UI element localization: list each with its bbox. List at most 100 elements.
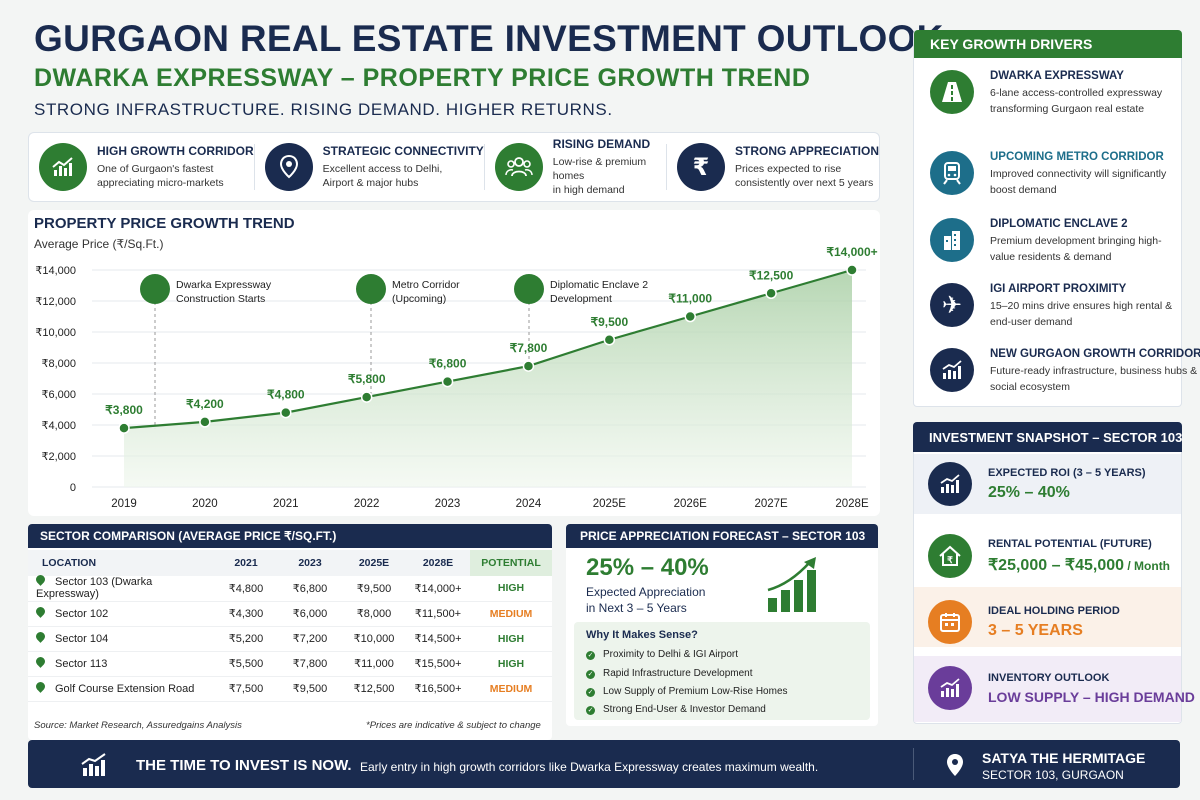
column-header: 2023 bbox=[278, 550, 342, 576]
driver-title: DWARKA EXPRESSWAY bbox=[990, 70, 1124, 82]
feature-rising-demand: RISING DEMAND Low-rise & premium homes i… bbox=[485, 137, 666, 197]
driver-title: UPCOMING METRO CORRIDOR bbox=[990, 151, 1164, 163]
data-label: ₹4,800 bbox=[267, 388, 305, 402]
location-name: Golf Course Extension Road bbox=[55, 682, 195, 695]
annotation-label: (Upcoming) bbox=[392, 293, 446, 305]
page-subtitle: DWARKA EXPRESSWAY – PROPERTY PRICE GROWT… bbox=[34, 64, 811, 92]
driver-desc: Future-ready infrastructure, business hu… bbox=[990, 365, 1198, 393]
column-header: POTENTIAL bbox=[470, 550, 552, 576]
price-cell: ₹8,000 bbox=[342, 601, 406, 627]
why-item: ✓ Low Supply of Premium Low-Rise Homes bbox=[586, 686, 788, 697]
annotation-label: Diplomatic Enclave 2 bbox=[550, 279, 648, 291]
y-tick-label: ₹14,000 bbox=[35, 265, 76, 277]
people-icon bbox=[494, 143, 543, 191]
data-point bbox=[522, 360, 535, 372]
driver-metro-corridor: UPCOMING METRO CORRIDOR Improved connect… bbox=[930, 151, 1180, 198]
price-cell: ₹14,000+ bbox=[406, 576, 470, 602]
metro-icon bbox=[930, 151, 974, 195]
tagline: STRONG INFRASTRUCTURE. RISING DEMAND. HI… bbox=[34, 100, 613, 119]
why-item: ✓ Rapid Infrastructure Development bbox=[586, 668, 753, 679]
snapshot-roi: EXPECTED ROI (3 – 5 YEARS) 25% – 40% bbox=[928, 462, 1146, 506]
data-point bbox=[280, 406, 292, 419]
building-icon bbox=[930, 218, 974, 262]
feature-strip: HIGH GROWTH CORRIDOR One of Gurgaon's fa… bbox=[28, 132, 880, 202]
annotation-label: Dwarka Expressway bbox=[176, 279, 272, 291]
price-cell: ₹12,500 bbox=[342, 676, 406, 702]
growth-chart-icon bbox=[39, 143, 87, 191]
data-point bbox=[684, 310, 696, 323]
footer-banner bbox=[28, 740, 1180, 788]
divider bbox=[665, 144, 667, 190]
snapshot-value-suffix: / Month bbox=[1124, 558, 1171, 573]
data-point bbox=[441, 375, 454, 388]
snapshot-label: INVENTORY OUTLOOK bbox=[988, 671, 1110, 684]
location-pin-icon bbox=[34, 604, 47, 618]
growth-chart-icon bbox=[928, 666, 972, 710]
y-tick-label: ₹8,000 bbox=[41, 358, 76, 370]
annotation-label: Construction Starts bbox=[176, 293, 265, 305]
y-tick-label: ₹4,000 bbox=[41, 420, 76, 432]
column-header: 2021 bbox=[214, 550, 278, 576]
location-cell: Sector 104 bbox=[28, 626, 214, 652]
data-label: ₹6,800 bbox=[429, 357, 467, 371]
source-note: Source: Market Research, Assuredgains An… bbox=[34, 720, 242, 731]
potential-cell: HIGH bbox=[470, 576, 552, 602]
location-pin-icon bbox=[947, 754, 963, 776]
x-tick-label: 2020 bbox=[192, 498, 218, 510]
data-label: ₹7,800 bbox=[510, 341, 548, 355]
driver-title: NEW GURGAON GROWTH CORRIDOR bbox=[990, 348, 1200, 360]
data-label: ₹12,500 bbox=[749, 268, 794, 282]
driver-desc: 6-lane access-controlled expressway tran… bbox=[990, 87, 1163, 115]
growth-chart-icon bbox=[928, 462, 972, 506]
feature-title: RISING DEMAND bbox=[552, 137, 651, 151]
table-row: Sector 104 ₹5,200 ₹7,200 ₹10,000 ₹14,500+ HIG… bbox=[28, 626, 552, 652]
snapshot-value: 25% – 40% bbox=[988, 483, 1070, 501]
footer-text: Early entry in high growth corridors lik… bbox=[360, 760, 819, 774]
location-name: Sector 103 (Dwarka Expressway) bbox=[36, 576, 153, 601]
svg-text:₹: ₹ bbox=[947, 555, 953, 565]
why-item-text: Proximity to Delhi & IGI Airport bbox=[603, 649, 739, 660]
snapshot-label: EXPECTED ROI (3 – 5 YEARS) bbox=[988, 466, 1146, 479]
price-cell: ₹7,500 bbox=[214, 676, 278, 702]
driver-dwarka-expressway: DWARKA EXPRESSWAY 6-lane access-controll… bbox=[930, 70, 1180, 117]
why-item-text: Strong End-User & Investor Demand bbox=[603, 704, 766, 715]
table-row: Sector 113 ₹5,500 ₹7,800 ₹11,000 ₹15,500+ HIG… bbox=[28, 651, 552, 677]
price-cell: ₹6,800 bbox=[278, 576, 342, 602]
data-point bbox=[603, 334, 616, 346]
data-point bbox=[199, 416, 211, 428]
driver-title: DIPLOMATIC ENCLAVE 2 bbox=[990, 218, 1128, 230]
price-cell: ₹9,500 bbox=[342, 576, 406, 602]
price-cell: ₹4,800 bbox=[214, 576, 278, 602]
data-point bbox=[765, 287, 777, 299]
check-icon: ✓ bbox=[586, 670, 595, 679]
data-point bbox=[846, 264, 858, 276]
price-cell: ₹11,000 bbox=[342, 651, 406, 677]
divider bbox=[913, 748, 914, 780]
driver-igi-airport: ✈ IGI AIRPORT PROXIMITY 15–20 mins drive… bbox=[930, 283, 1180, 330]
feature-title: HIGH GROWTH CORRIDOR bbox=[97, 144, 254, 158]
snapshot-rental: ₹ RENTAL POTENTIAL (FUTURE) ₹25,000 – ₹4… bbox=[928, 534, 1170, 578]
snapshot-value: ₹25,000 – ₹45,000 / Month bbox=[988, 555, 1170, 575]
check-icon: ✓ bbox=[586, 688, 595, 697]
feature-high-growth: HIGH GROWTH CORRIDOR One of Gurgaon's fa… bbox=[29, 143, 254, 191]
potential-cell: HIGH bbox=[470, 626, 552, 652]
annotation-label: Development bbox=[550, 293, 612, 305]
location-pin-icon bbox=[34, 654, 47, 668]
driver-desc: Premium development bringing high-value … bbox=[990, 235, 1162, 263]
location-cell: Sector 113 bbox=[28, 651, 214, 677]
project-name: SATYA THE HERMITAGE bbox=[982, 750, 1146, 766]
snapshot-inventory: INVENTORY OUTLOOK LOW SUPPLY – HIGH DEMA… bbox=[928, 666, 1195, 710]
location-pin-icon bbox=[34, 573, 47, 587]
x-tick-label: 2022 bbox=[354, 498, 380, 510]
feature-appreciation: ₹ STRONG APPRECIATION Prices expected to… bbox=[667, 143, 879, 191]
location-pin-icon bbox=[34, 679, 47, 693]
price-cell: ₹11,500+ bbox=[406, 601, 470, 627]
feature-desc: consistently over next 5 years bbox=[734, 177, 874, 189]
metro-icon bbox=[356, 274, 386, 304]
feature-desc: Excellent access to Delhi, bbox=[322, 163, 443, 175]
growth-chart-icon bbox=[81, 753, 106, 776]
building-icon bbox=[514, 274, 544, 304]
location-name: Sector 102 bbox=[55, 607, 109, 620]
divider bbox=[483, 144, 485, 190]
driver-desc: Improved connectivity will significantly… bbox=[990, 168, 1167, 196]
